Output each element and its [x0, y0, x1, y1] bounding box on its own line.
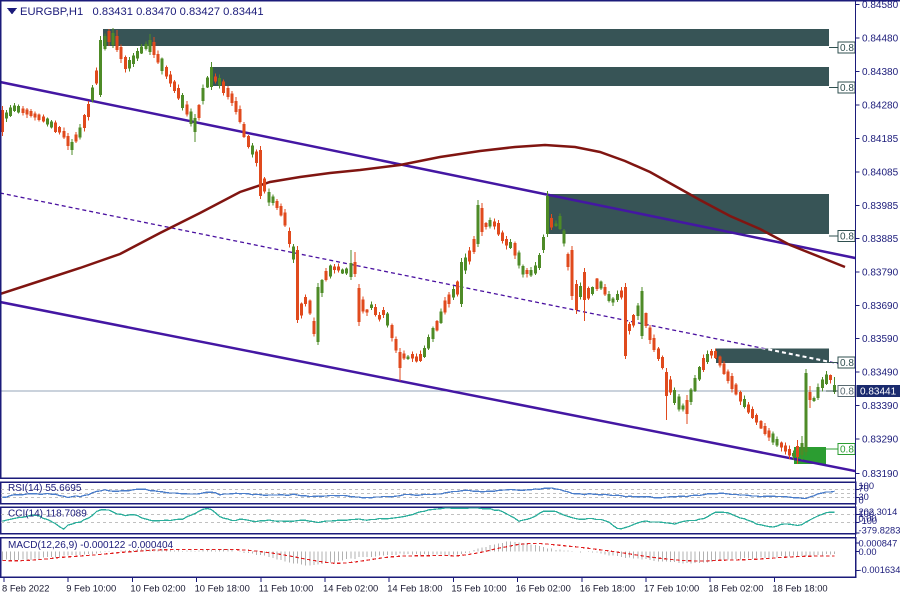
svg-text:100: 100: [859, 481, 875, 491]
svg-text:0.8: 0.8: [840, 358, 854, 369]
svg-text:EURGBP,H1 0.83431 0.83470 0.: EURGBP,H1 0.83431 0.83470 0.83427 0.8344…: [20, 6, 264, 18]
svg-text:10 Feb 18:00: 10 Feb 18:00: [195, 583, 250, 594]
svg-text:30: 30: [859, 492, 869, 502]
svg-text:0.8: 0.8: [840, 83, 854, 94]
svg-text:16 Feb 18:00: 16 Feb 18:00: [580, 583, 635, 594]
svg-text:0.83441: 0.83441: [860, 387, 897, 398]
svg-text:14 Feb 18:00: 14 Feb 18:00: [387, 583, 442, 594]
svg-text:18 Feb 02:00: 18 Feb 02:00: [708, 583, 763, 594]
svg-text:0.83985: 0.83985: [862, 201, 899, 212]
svg-text:MACD(12,26,9) -0.000122 -0.000: MACD(12,26,9) -0.000122 -0.000404: [8, 540, 174, 551]
svg-text:0.83885: 0.83885: [862, 234, 899, 245]
svg-text:70: 70: [859, 484, 869, 494]
svg-text:0.00: 0.00: [859, 547, 877, 557]
svg-text:RSI(14) 55.6695: RSI(14) 55.6695: [8, 483, 82, 494]
svg-text:0.84280: 0.84280: [862, 101, 899, 112]
svg-text:0.84480: 0.84480: [862, 34, 899, 45]
svg-text:18 Feb 18:00: 18 Feb 18:00: [772, 583, 827, 594]
svg-text:0.83690: 0.83690: [862, 301, 899, 312]
svg-text:-379.8283: -379.8283: [859, 526, 900, 536]
svg-text:0.83190: 0.83190: [862, 469, 899, 480]
svg-text:202.3014: 202.3014: [859, 507, 898, 517]
svg-text:10 Feb 02:00: 10 Feb 02:00: [130, 583, 185, 594]
svg-text:0.83590: 0.83590: [862, 334, 899, 345]
svg-text:0.84185: 0.84185: [862, 134, 899, 145]
svg-text:0.83790: 0.83790: [862, 268, 899, 279]
svg-text:0.8: 0.8: [840, 232, 854, 243]
svg-text:0: 0: [859, 496, 864, 506]
svg-text:0.8: 0.8: [840, 445, 854, 456]
svg-text:16 Feb 02:00: 16 Feb 02:00: [516, 583, 571, 594]
svg-text:8 Feb 2022: 8 Feb 2022: [2, 583, 49, 594]
svg-text:0.84085: 0.84085: [862, 168, 899, 179]
svg-text:17 Feb 10:00: 17 Feb 10:00: [644, 583, 699, 594]
svg-text:100: 100: [859, 509, 875, 519]
svg-text:0.83490: 0.83490: [862, 368, 899, 379]
svg-text:14 Feb 02:00: 14 Feb 02:00: [323, 583, 378, 594]
svg-text:0.000847: 0.000847: [859, 538, 898, 548]
svg-text:0.84580: 0.84580: [862, 0, 899, 11]
svg-text:-0.001634: -0.001634: [859, 565, 900, 575]
svg-text:0.83290: 0.83290: [862, 435, 899, 446]
svg-text:CCI(14) 118.7089: CCI(14) 118.7089: [8, 509, 87, 520]
svg-text:11 Feb 10:00: 11 Feb 10:00: [259, 583, 314, 594]
svg-text:0.8: 0.8: [840, 43, 854, 54]
svg-text:0.83390: 0.83390: [862, 401, 899, 412]
svg-text:0.8: 0.8: [840, 387, 854, 398]
svg-text:0.00: 0.00: [859, 513, 877, 523]
svg-text:0.84380: 0.84380: [862, 67, 899, 78]
svg-text:15 Feb 10:00: 15 Feb 10:00: [451, 583, 506, 594]
svg-text:-100: -100: [859, 516, 878, 526]
svg-text:9 Feb 10:00: 9 Feb 10:00: [66, 583, 116, 594]
